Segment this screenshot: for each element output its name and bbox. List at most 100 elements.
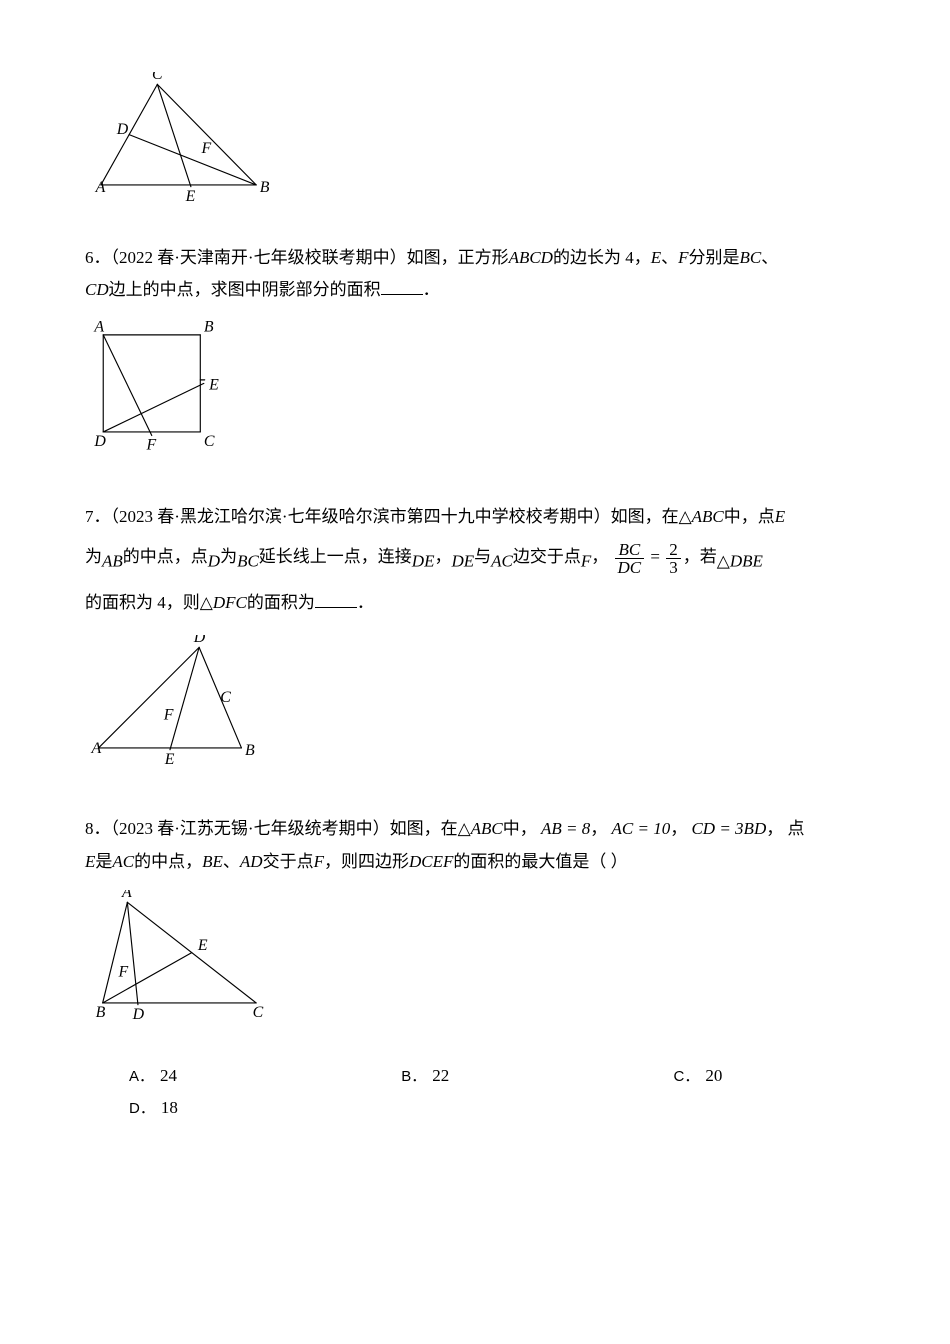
label-F-7: F (581, 552, 591, 571)
label-BC-7: BC (237, 552, 259, 571)
triangle-ABC-ADEF: A B C D E F (85, 890, 295, 1040)
label-AD: AD (240, 852, 263, 871)
svg-text:E: E (164, 751, 175, 768)
svg-text:B: B (204, 319, 214, 335)
figure-7: ABCDEF (85, 635, 950, 785)
option-D-val: 18 (161, 1092, 178, 1124)
svg-text:F: F (118, 963, 129, 980)
svg-text:A: A (93, 319, 104, 335)
label-D: D (208, 552, 220, 571)
figure-pre-6: ABCDEF (85, 72, 950, 222)
triangle-symbol-8: △ (458, 819, 471, 838)
problem-7-number: 7 (85, 507, 94, 526)
svg-text:D: D (116, 121, 129, 138)
eq-ab: AB = 8 (541, 819, 590, 838)
frac-num-r: 2 (666, 541, 681, 559)
p7-line3a: 的面积为 4，则 (85, 593, 200, 612)
svg-text:B: B (245, 742, 255, 759)
problem-8: 8．（2023 春·江苏无锡·七年级统考期中）如图，在△ABC中， AB = 8… (85, 813, 950, 1124)
p7-line2c: 为 (220, 547, 237, 566)
problem-6-text: 6 ． （2022 春·天津南开·七年级校联考期中）如图，正方形ABCD的边长为 4… (85, 242, 950, 307)
option-B[interactable]: B．22 (401, 1060, 559, 1092)
p7-line1a: （2023 春·黑龙江哈尔滨·七年级哈尔滨市第四十九中学校校考期中）如图，在 (111, 507, 679, 526)
svg-text:A: A (90, 741, 101, 758)
label-BE: BE (202, 852, 223, 871)
p6-line2b: ． (423, 280, 440, 299)
label-CD: CD (85, 280, 109, 299)
option-D[interactable]: D．18 (129, 1092, 288, 1124)
p8-line2c: 、 (223, 852, 240, 871)
figure-6: ABCDEF (85, 319, 950, 469)
equals: = (650, 547, 660, 566)
label-BC: BC (740, 248, 762, 267)
label-AC-8: AC (112, 852, 134, 871)
label-ABC: ABC (692, 507, 724, 526)
p6-t2: 的边长为 4， (553, 248, 651, 267)
label-DBE: DBE (730, 552, 763, 571)
p6-line2a: 边上的中点，求图中阴影部分的面积 (109, 280, 381, 299)
p8-line2a: 是 (95, 852, 112, 871)
frac-den-r: 3 (666, 559, 681, 576)
p7-line3b: 的面积为 (247, 593, 315, 612)
figure-8: A B C D E F (85, 890, 950, 1040)
fraction-2-3: 23 (666, 541, 681, 576)
label-E-8: E (85, 852, 95, 871)
problem-8-number: 8 (85, 819, 94, 838)
svg-text:F: F (200, 140, 211, 157)
triangle-symbol: △ (679, 507, 692, 526)
svg-text:B: B (260, 179, 270, 196)
p7-line2h: ， (591, 547, 608, 566)
frac-num-l: BC (615, 541, 645, 559)
problem-7-text: 7 ． （2023 春·黑龙江哈尔滨·七年级哈尔滨市第四十九中学校校考期中）如图，在… (85, 497, 950, 624)
p8-line1a: （2023 春·江苏无锡·七年级统考期中）如图，在 (111, 819, 458, 838)
svg-text:B: B (96, 1004, 106, 1021)
svg-text:C: C (253, 1004, 264, 1021)
problem-6-number: 6 (85, 248, 94, 267)
label-AC-7: AC (491, 552, 513, 571)
p8-line2e: ，则四边形 (324, 852, 409, 871)
label-DE2: DE (451, 552, 474, 571)
p6-source: （2022 春·天津南开·七年级校联考期中）如图，正方形 (111, 248, 509, 267)
label-F: F (678, 248, 688, 267)
label-ABC-8: ABC (471, 819, 503, 838)
p6-t4: 分别是 (689, 248, 740, 267)
triangle-ABC-DEF: ABCDEF (85, 635, 285, 785)
p8-comma3: ， 点 (766, 819, 804, 838)
frac-den-l: DC (615, 559, 645, 576)
p7-line2d: 延长线上一点，连接 (259, 547, 412, 566)
svg-text:D: D (132, 1006, 145, 1023)
p7-line2i: ，若 (683, 547, 717, 566)
option-A[interactable]: A．24 (129, 1060, 287, 1092)
p7-line1b: 中，点 (724, 507, 775, 526)
p8-line2f: 的面积的最大值是（ ） (453, 852, 627, 871)
svg-text:D: D (93, 433, 106, 450)
p8-comma2: ， (670, 819, 687, 838)
label-ABCD: ABCD (509, 248, 553, 267)
option-C[interactable]: C．20 (674, 1060, 833, 1092)
p7-line2e: ， (434, 547, 451, 566)
eq-ac: AC = 10 (612, 819, 671, 838)
label-DCEF: DCEF (409, 852, 453, 871)
svg-text:E: E (185, 188, 196, 205)
eq-cd: CD = 3BD (691, 819, 766, 838)
svg-text:C: C (204, 433, 215, 450)
blank-fill-7 (315, 591, 357, 607)
svg-text:D: D (193, 635, 206, 646)
svg-text:E: E (197, 937, 208, 954)
svg-text:E: E (208, 376, 219, 393)
p8-line1b: 中， (503, 819, 537, 838)
options-8: A．24 B．22 C．20 D．18 (129, 1060, 950, 1125)
svg-text:C: C (220, 689, 231, 706)
label-DE: DE (412, 552, 435, 571)
p7-line3c: ． (357, 593, 374, 612)
triangle-ABCD-EF: ABCDEF (85, 72, 295, 222)
p8-comma1: ， (590, 819, 607, 838)
label-E-7: E (775, 507, 785, 526)
option-C-val: 20 (705, 1060, 722, 1092)
svg-text:A: A (95, 179, 106, 196)
svg-text:A: A (121, 890, 132, 901)
problem-7: 7 ． （2023 春·黑龙江哈尔滨·七年级哈尔滨市第四十九中学校校考期中）如图，在… (85, 497, 950, 786)
square-ABCD-EF: ABCDEF (85, 319, 245, 469)
p8-line2d: 交于点 (263, 852, 314, 871)
triangle-symbol-3: △ (200, 593, 213, 612)
